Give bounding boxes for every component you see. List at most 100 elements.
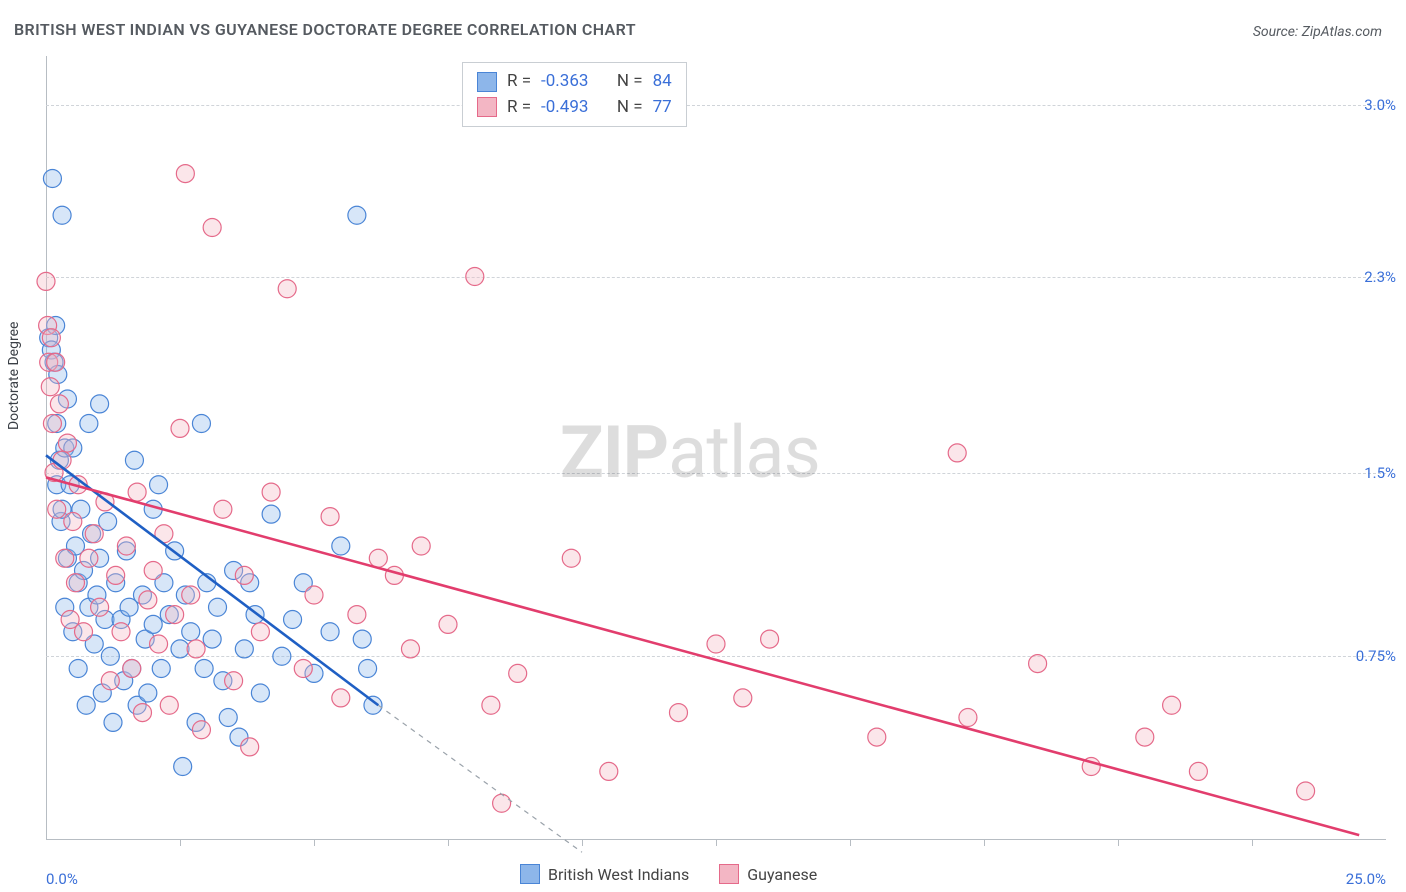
x-tick [448, 840, 449, 846]
x-tick [314, 840, 315, 846]
n-value-series-2: 77 [653, 95, 672, 121]
scatter-point [359, 660, 377, 678]
x-tick [716, 840, 717, 846]
scatter-point [262, 505, 280, 523]
x-tick [180, 840, 181, 846]
scatter-point [509, 664, 527, 682]
scatter-point [219, 709, 237, 727]
scatter-point [47, 353, 65, 371]
scatter-point [225, 672, 243, 690]
scatter-point [669, 704, 687, 722]
scatter-point [176, 165, 194, 183]
scatter-point [401, 640, 419, 658]
scatter-point [235, 640, 253, 658]
scatter-point [107, 566, 125, 584]
legend-swatch-icon [520, 864, 540, 884]
trend-line-extrapolation [378, 705, 582, 852]
scatter-point [466, 268, 484, 286]
scatter-point [192, 415, 210, 433]
scatter-point [948, 444, 966, 462]
scatter-point [209, 598, 227, 616]
scatter-point [332, 537, 350, 555]
scatter-point [64, 513, 82, 531]
scatter-point [321, 623, 339, 641]
scatter-point [56, 549, 74, 567]
scatter-point [182, 586, 200, 604]
r-label: R = [507, 95, 531, 121]
scatter-point [37, 272, 55, 290]
scatter-point [104, 713, 122, 731]
correlation-row-2: R = -0.493 N = 77 [477, 95, 672, 121]
scatter-point [959, 709, 977, 727]
scatter-point [273, 647, 291, 665]
x-tick-label-max: 25.0% [1346, 870, 1386, 888]
scatter-point [182, 623, 200, 641]
scatter-point [91, 598, 109, 616]
source-prefix: Source: [1253, 24, 1302, 40]
scatter-point [707, 635, 725, 653]
correlation-legend: R = -0.363 N = 84 R = -0.493 N = 77 [462, 62, 687, 127]
scatter-point [412, 537, 430, 555]
scatter-point [43, 170, 61, 188]
n-label: N = [617, 69, 643, 95]
scatter-point [77, 696, 95, 714]
scatter-point [353, 630, 371, 648]
legend-label-2: Guyanese [747, 865, 817, 884]
scatter-point [85, 525, 103, 543]
scatter-point [284, 611, 302, 629]
scatter-point [150, 635, 168, 653]
x-tick [850, 840, 851, 846]
scatter-point [144, 615, 162, 633]
r-value-series-2: -0.493 [541, 95, 588, 121]
scatter-point [187, 640, 205, 658]
legend-item-1: British West Indians [520, 864, 689, 884]
scatter-point [125, 451, 143, 469]
scatter-point [1029, 655, 1047, 673]
scatter-point [385, 566, 403, 584]
scatter-point [1136, 728, 1154, 746]
scatter-point [117, 537, 135, 555]
scatter-point [101, 672, 119, 690]
source-attribution: Source: ZipAtlas.com [1253, 24, 1382, 40]
scatter-point [235, 566, 253, 584]
scatter-point [48, 500, 66, 518]
scatter-point [251, 684, 269, 702]
scatter-point [305, 586, 323, 604]
scatter-point [112, 623, 130, 641]
scatter-point [1189, 762, 1207, 780]
scatter-point [75, 623, 93, 641]
x-tick [984, 840, 985, 846]
source-link[interactable]: ZipAtlas.com [1302, 24, 1382, 40]
scatter-point [171, 640, 189, 658]
scatter-point [321, 508, 339, 526]
scatter-point [101, 647, 119, 665]
scatter-point [203, 219, 221, 237]
scatter-point [123, 660, 141, 678]
scatter-point [195, 660, 213, 678]
scatter-point [493, 794, 511, 812]
x-tick [1252, 840, 1253, 846]
scatter-point [1297, 782, 1315, 800]
scatter-point [150, 476, 168, 494]
legend-swatch-series-1 [477, 72, 497, 92]
r-label: R = [507, 69, 531, 95]
scatter-point [171, 419, 189, 437]
scatter-point [128, 483, 146, 501]
scatter-svg [46, 56, 1386, 840]
n-value-series-1: 84 [653, 69, 672, 95]
chart-container: BRITISH WEST INDIAN VS GUYANESE DOCTORAT… [0, 0, 1406, 892]
scatter-point [69, 660, 87, 678]
scatter-point [214, 500, 232, 518]
x-tick [1118, 840, 1119, 846]
series-legend: British West Indians Guyanese [520, 864, 817, 884]
scatter-point [348, 606, 366, 624]
x-tick [582, 840, 583, 846]
scatter-point [761, 630, 779, 648]
legend-item-2: Guyanese [719, 864, 817, 884]
legend-swatch-series-2 [477, 97, 497, 117]
scatter-point [66, 574, 84, 592]
scatter-point [734, 689, 752, 707]
scatter-point [91, 395, 109, 413]
scatter-point [41, 378, 59, 396]
scatter-point [192, 721, 210, 739]
